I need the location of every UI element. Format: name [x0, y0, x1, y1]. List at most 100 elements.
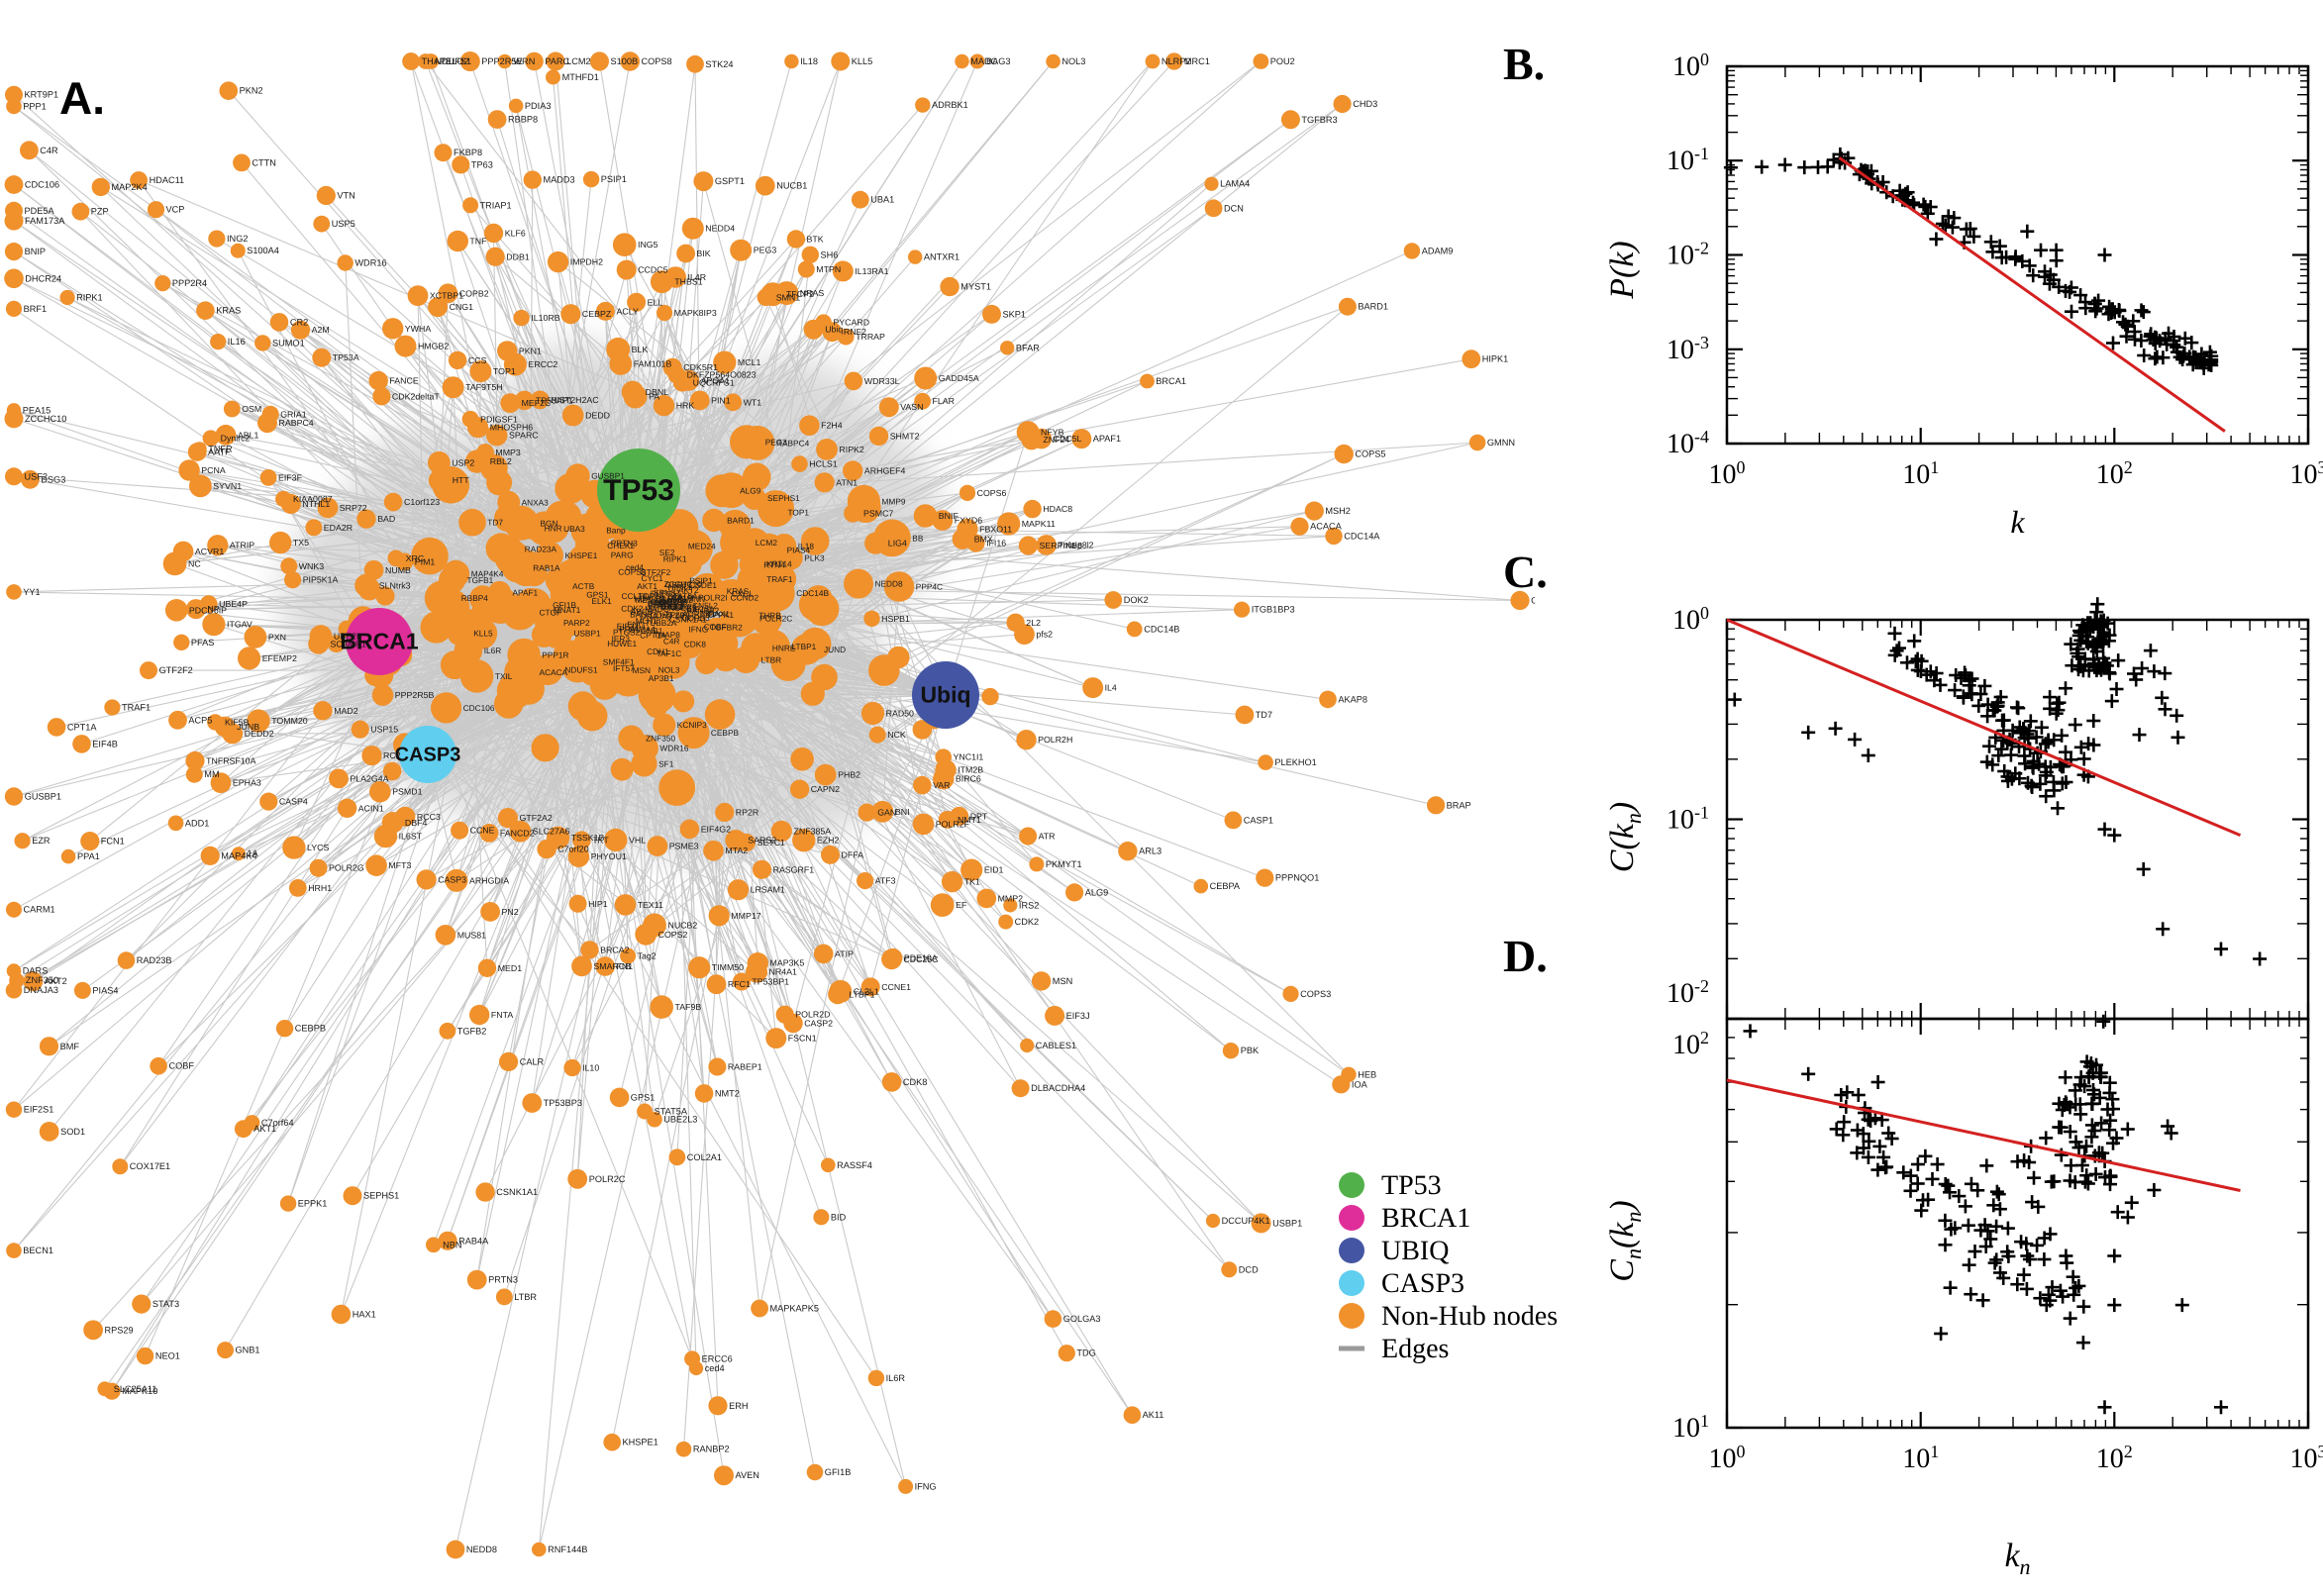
svg-text:IL6ST: IL6ST — [399, 832, 423, 842]
svg-text:GPS1: GPS1 — [631, 1092, 656, 1102]
svg-text:CABLES1: CABLES1 — [1036, 1041, 1076, 1050]
svg-text:EIF4G2: EIF4G2 — [701, 824, 731, 834]
svg-text:ABL1: ABL1 — [238, 430, 259, 440]
svg-text:RPS29: RPS29 — [105, 1325, 134, 1335]
svg-text:FNTA: FNTA — [491, 1010, 513, 1020]
svg-text:CARM1: CARM1 — [24, 905, 55, 915]
svg-text:BGN: BGN — [541, 518, 558, 528]
svg-text:MADC: MADC — [970, 56, 997, 66]
svg-text:F2H4: F2H4 — [821, 421, 843, 431]
svg-text:YNC1I1: YNC1I1 — [954, 752, 984, 762]
svg-text:KRT9P1: KRT9P1 — [25, 90, 59, 100]
svg-text:CDC106: CDC106 — [463, 703, 495, 713]
svg-text:PZP: PZP — [91, 207, 109, 217]
svg-text:ING5: ING5 — [638, 240, 658, 249]
svg-text:TP53A: TP53A — [333, 352, 359, 362]
svg-text:PHB2: PHB2 — [838, 770, 860, 780]
svg-text:KIAA0087: KIAA0087 — [293, 494, 333, 504]
svg-text:S100A4: S100A4 — [247, 246, 279, 255]
svg-text:COBF: COBF — [169, 1061, 195, 1071]
svg-text:SOD1: SOD1 — [60, 1127, 85, 1137]
svg-text:STK24: STK24 — [705, 59, 733, 69]
svg-text:TRAF1: TRAF1 — [122, 703, 151, 713]
svg-text:FCN1: FCN1 — [101, 837, 125, 847]
svg-text:MADD3: MADD3 — [544, 175, 575, 185]
svg-text:CASP3: CASP3 — [1381, 1268, 1464, 1299]
svg-text:APAF1: APAF1 — [513, 587, 539, 597]
svg-text:PRTN3: PRTN3 — [488, 1275, 518, 1285]
svg-text:FKBP8: FKBP8 — [454, 148, 482, 157]
svg-text:CEBPA: CEBPA — [1210, 881, 1241, 891]
svg-text:KCNIP3: KCNIP3 — [677, 720, 707, 730]
svg-text:ADRBK1: ADRBK1 — [932, 100, 968, 110]
svg-text:TP53: TP53 — [1381, 1172, 1442, 1201]
svg-text:Tnfaip8l2: Tnfaip8l2 — [1058, 540, 1093, 549]
svg-text:103: 103 — [2290, 457, 2323, 490]
svg-text:COPB2: COPB2 — [459, 288, 489, 298]
svg-text:10-2: 10-2 — [1666, 239, 1709, 271]
svg-text:CCS: CCS — [468, 355, 487, 365]
svg-text:ITGAV: ITGAV — [227, 620, 252, 630]
svg-text:TD7: TD7 — [487, 518, 503, 528]
svg-text:COPS2: COPS2 — [658, 930, 688, 940]
svg-text:CTGF: CTGF — [540, 607, 562, 617]
svg-text:EIF4B: EIF4B — [92, 739, 118, 748]
svg-text:NC: NC — [188, 558, 201, 568]
svg-text:USBP1: USBP1 — [573, 629, 601, 639]
svg-text:OSM: OSM — [242, 404, 261, 414]
svg-text:IFNG: IFNG — [688, 625, 708, 635]
svg-text:GOLGA3: GOLGA3 — [1063, 1314, 1101, 1324]
svg-text:TRIAP1: TRIAP1 — [480, 200, 512, 210]
svg-text:TAF9B: TAF9B — [675, 1002, 702, 1012]
svg-text:TGFBR2: TGFBR2 — [710, 623, 743, 633]
svg-text:FAM173A: FAM173A — [25, 216, 65, 226]
svg-text:SKP1: SKP1 — [1003, 309, 1027, 319]
svg-text:TOP1: TOP1 — [788, 508, 810, 518]
svg-text:SLC25A11: SLC25A11 — [114, 1384, 157, 1394]
svg-text:IL13RA1: IL13RA1 — [855, 266, 888, 276]
svg-text:CDK2: CDK2 — [1015, 917, 1040, 927]
svg-text:MM: MM — [204, 769, 219, 779]
svg-text:RAB1A: RAB1A — [533, 562, 560, 572]
svg-text:CASP3: CASP3 — [395, 745, 461, 766]
svg-text:ARHGDIA: ARHGDIA — [469, 875, 509, 885]
svg-text:RCC3: RCC3 — [417, 812, 441, 822]
svg-text:100: 100 — [1672, 50, 1709, 82]
svg-text:FANCD2: FANCD2 — [500, 828, 535, 838]
svg-text:UBE2L3: UBE2L3 — [663, 1115, 697, 1125]
svg-text:IL16: IL16 — [228, 337, 246, 347]
svg-text:TNF: TNF — [469, 237, 487, 247]
svg-text:SYVN1: SYVN1 — [213, 481, 242, 491]
svg-text:SRP72: SRP72 — [340, 503, 367, 513]
svg-text:EID1: EID1 — [984, 865, 1004, 875]
svg-text:DNAJA3: DNAJA3 — [24, 985, 58, 995]
svg-text:TP63: TP63 — [471, 159, 493, 169]
svg-text:TKT: TKT — [592, 836, 609, 846]
svg-text:COL2A1: COL2A1 — [687, 1152, 722, 1162]
svg-text:ATR: ATR — [1039, 832, 1056, 842]
svg-text:EPPK1: EPPK1 — [707, 610, 734, 620]
svg-text:STAT3: STAT3 — [152, 1299, 179, 1309]
svg-text:LTBP1: LTBP1 — [849, 989, 874, 999]
svg-text:FBXO11: FBXO11 — [979, 524, 1012, 534]
svg-text:CDC14B: CDC14B — [1144, 624, 1179, 634]
svg-text:ACIN1: ACIN1 — [358, 803, 384, 813]
svg-text:DCD: DCD — [1239, 1264, 1259, 1274]
svg-text:FANCE: FANCE — [389, 376, 418, 386]
svg-text:UBA1: UBA1 — [870, 195, 894, 205]
svg-text:BIRC6: BIRC6 — [956, 774, 981, 784]
svg-text:DFFA: DFFA — [842, 849, 864, 859]
svg-text:MAP2K4: MAP2K4 — [112, 182, 148, 192]
svg-text:TNFRSF10A: TNFRSF10A — [206, 756, 255, 766]
svg-text:USP15: USP15 — [370, 725, 398, 735]
svg-text:ACP5: ACP5 — [188, 715, 212, 725]
svg-text:POLR2H: POLR2H — [1038, 735, 1072, 745]
svg-text:SH3GL2: SH3GL2 — [661, 595, 693, 605]
svg-text:100: 100 — [1709, 457, 1746, 490]
svg-text:POLR2G: POLR2G — [329, 863, 364, 873]
svg-text:PDE10A: PDE10A — [904, 953, 938, 963]
svg-text:IL6R: IL6R — [886, 1373, 906, 1383]
svg-text:MCL1: MCL1 — [738, 357, 761, 367]
svg-text:SEPHS1: SEPHS1 — [767, 493, 800, 503]
svg-text:PFAS: PFAS — [191, 638, 215, 648]
